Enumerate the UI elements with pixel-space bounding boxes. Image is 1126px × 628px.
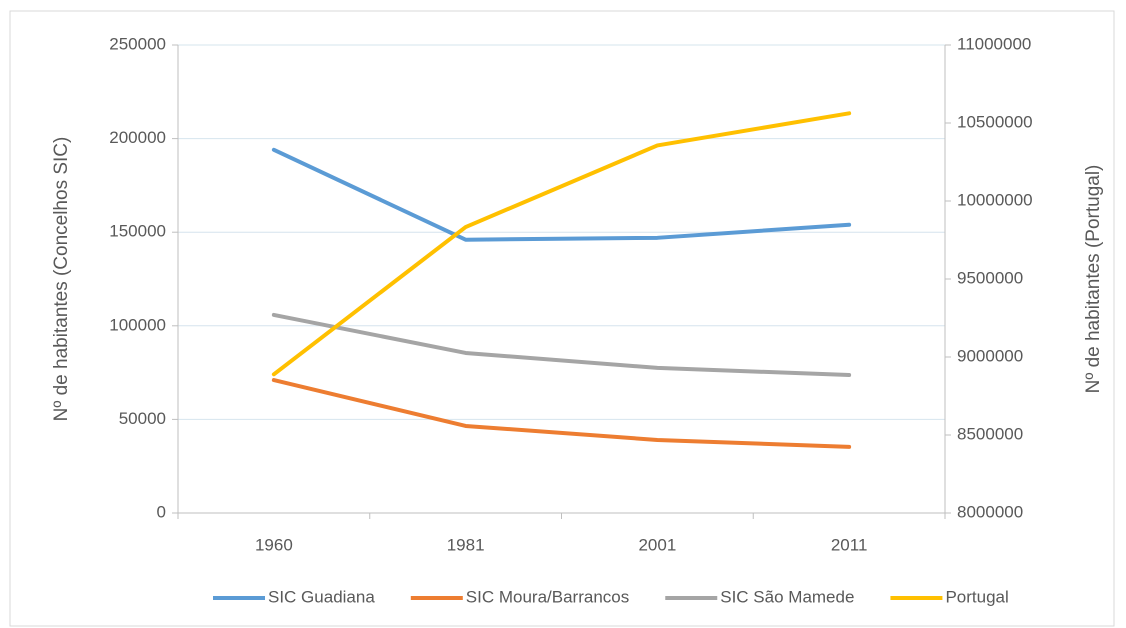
y2-tick-label: 11000000	[957, 34, 1031, 53]
series-line	[271, 312, 852, 378]
legend-label: SIC São Mamede	[720, 587, 854, 606]
y2-tick-label: 8500000	[957, 424, 1023, 443]
x-tick-label: 2011	[831, 535, 868, 554]
y-tick-label: 150000	[109, 222, 166, 241]
series-line	[271, 147, 852, 242]
y2-tick-label: 10500000	[957, 112, 1033, 131]
y2-tick-label: 8000000	[957, 502, 1023, 521]
x-tick-label: 1960	[255, 535, 293, 554]
series-line	[271, 111, 852, 377]
y2-tick-label: 9000000	[957, 346, 1023, 365]
legend-label: SIC Moura/Barrancos	[466, 587, 629, 606]
y2-axis-label: Nº de habitantes (Portugal)	[1083, 165, 1104, 394]
y-axis-label: Nº de habitantes (Concelhos SIC)	[51, 137, 72, 422]
legend-label: Portugal	[945, 587, 1008, 606]
legend-label: SIC Guadiana	[268, 587, 375, 606]
x-tick-label: 1981	[447, 535, 485, 554]
y-tick-label: 250000	[109, 34, 166, 53]
y2-tick-label: 10000000	[957, 190, 1033, 209]
y-tick-label: 50000	[119, 409, 166, 428]
series-line	[271, 378, 852, 449]
y-tick-label: 200000	[109, 128, 166, 147]
x-tick-label: 2001	[638, 535, 676, 554]
y2-tick-label: 9500000	[957, 268, 1023, 287]
y-tick-label: 0	[157, 502, 166, 521]
chart-border	[9, 10, 1115, 627]
y-tick-label: 100000	[109, 315, 166, 334]
